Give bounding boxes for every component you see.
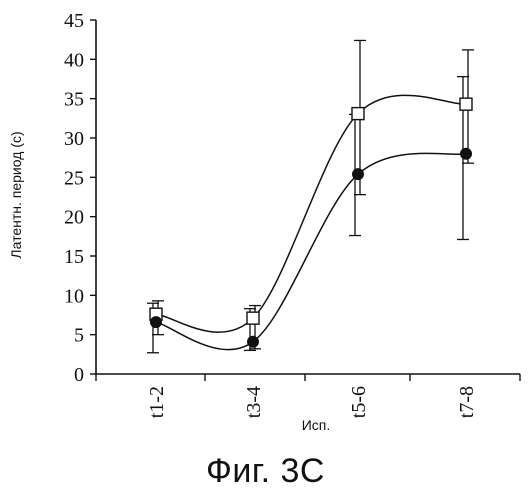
square-marker: [460, 98, 472, 110]
curve-circle-series: [156, 153, 466, 349]
figure-caption: Фиг. 3C: [0, 452, 531, 491]
curve-square-series: [156, 95, 466, 332]
y-tick-label: 10: [64, 285, 84, 307]
circle-marker: [248, 336, 259, 347]
y-tick-label: 40: [64, 49, 84, 71]
y-tick-label: 25: [64, 167, 84, 189]
markers: [150, 98, 472, 347]
square-marker: [247, 312, 259, 324]
y-tick-label: 5: [74, 325, 84, 347]
y-tick-label: 15: [64, 246, 84, 268]
y-tick-label: 30: [64, 128, 84, 150]
curves: [156, 95, 466, 349]
y-axis-title: Латентн. период (c): [8, 131, 24, 258]
square-marker: [352, 108, 364, 120]
y-tick-label: 0: [74, 364, 84, 386]
x-tick-label: t3-4: [243, 386, 265, 418]
y-tick-label: 45: [64, 10, 84, 32]
circle-marker: [151, 317, 162, 328]
x-tick-label: t5-6: [348, 386, 370, 418]
y-tick-label: 20: [64, 207, 84, 229]
axes: 0 5 10 15 20 25 30 35 40 45 t1-2 t3-4 t5-6 t7-8: [64, 10, 520, 418]
x-tick-label: t7-8: [456, 386, 478, 418]
circle-marker: [353, 169, 364, 180]
x-tick-label: t1-2: [146, 386, 168, 418]
x-axis-title: Исп.: [302, 417, 331, 433]
circle-marker: [461, 148, 472, 159]
y-tick-label: 35: [64, 89, 84, 111]
latency-chart: 051015202530354045t1-2t3-4t5-6t7-8 Исп. …: [0, 0, 531, 450]
error-bars: [147, 40, 474, 352]
